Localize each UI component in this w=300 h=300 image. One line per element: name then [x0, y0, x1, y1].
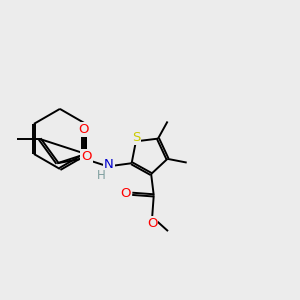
Text: N: N: [104, 158, 114, 171]
Text: H: H: [97, 169, 105, 182]
Text: S: S: [132, 131, 140, 144]
Text: O: O: [78, 123, 88, 136]
Text: O: O: [147, 217, 158, 230]
Text: O: O: [120, 187, 130, 200]
Text: O: O: [81, 150, 92, 163]
